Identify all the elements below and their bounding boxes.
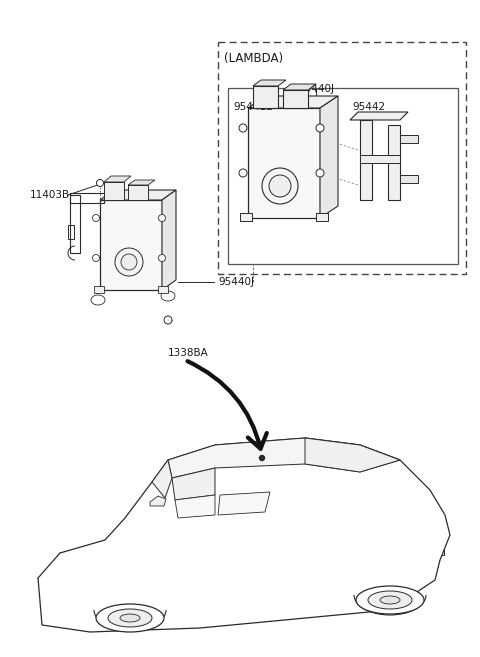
Bar (228, 88, 458, 264)
Polygon shape (350, 112, 408, 120)
Polygon shape (162, 190, 176, 290)
Circle shape (164, 316, 172, 324)
Bar (400, 175, 418, 183)
Bar (68, 225, 74, 239)
Circle shape (269, 175, 291, 197)
Text: 1338BA: 1338BA (168, 348, 209, 358)
Circle shape (115, 248, 143, 276)
Bar (218, 42, 466, 274)
Text: 11403B: 11403B (30, 190, 70, 200)
Polygon shape (38, 438, 450, 632)
Bar (360, 155, 400, 163)
Bar (100, 200, 162, 290)
Circle shape (93, 254, 99, 261)
Ellipse shape (96, 604, 164, 632)
Polygon shape (175, 495, 215, 518)
Bar (228, 528, 242, 532)
Bar (128, 185, 148, 200)
Ellipse shape (120, 614, 140, 622)
Circle shape (96, 179, 104, 187)
Text: 95440J: 95440J (298, 84, 334, 94)
Bar (240, 213, 252, 221)
Circle shape (262, 168, 298, 204)
Circle shape (121, 254, 137, 270)
Bar (248, 108, 320, 218)
Polygon shape (253, 80, 286, 86)
Circle shape (158, 254, 166, 261)
Circle shape (158, 214, 166, 221)
Polygon shape (168, 438, 400, 478)
Ellipse shape (368, 591, 412, 609)
Bar (360, 120, 372, 200)
Ellipse shape (356, 586, 424, 614)
Circle shape (239, 169, 247, 177)
Polygon shape (305, 438, 400, 472)
Polygon shape (320, 96, 338, 218)
Ellipse shape (108, 609, 152, 627)
Text: 95442: 95442 (352, 102, 385, 112)
Polygon shape (152, 460, 172, 498)
Polygon shape (248, 96, 338, 108)
Bar (432, 535, 444, 555)
Bar (158, 286, 168, 293)
Bar (388, 125, 400, 200)
Bar (253, 86, 278, 108)
Text: 95440J: 95440J (218, 277, 254, 287)
Circle shape (260, 455, 264, 461)
FancyArrowPatch shape (188, 361, 267, 449)
Polygon shape (283, 84, 316, 90)
Bar (104, 182, 124, 200)
Polygon shape (150, 496, 166, 506)
Bar (400, 135, 418, 143)
Bar (94, 286, 104, 293)
Polygon shape (128, 180, 155, 185)
Circle shape (316, 124, 324, 132)
Circle shape (239, 124, 247, 132)
Polygon shape (104, 176, 131, 182)
Bar (70, 195, 80, 253)
Circle shape (316, 169, 324, 177)
Bar (70, 193, 104, 203)
Bar (316, 213, 328, 221)
Circle shape (93, 214, 99, 221)
Polygon shape (218, 492, 270, 515)
Polygon shape (172, 468, 215, 500)
Bar (282, 526, 296, 530)
Polygon shape (100, 190, 176, 200)
Text: (LAMBDA): (LAMBDA) (224, 52, 283, 65)
Bar (283, 90, 308, 108)
Ellipse shape (380, 596, 400, 604)
Text: 95441E: 95441E (233, 102, 273, 112)
